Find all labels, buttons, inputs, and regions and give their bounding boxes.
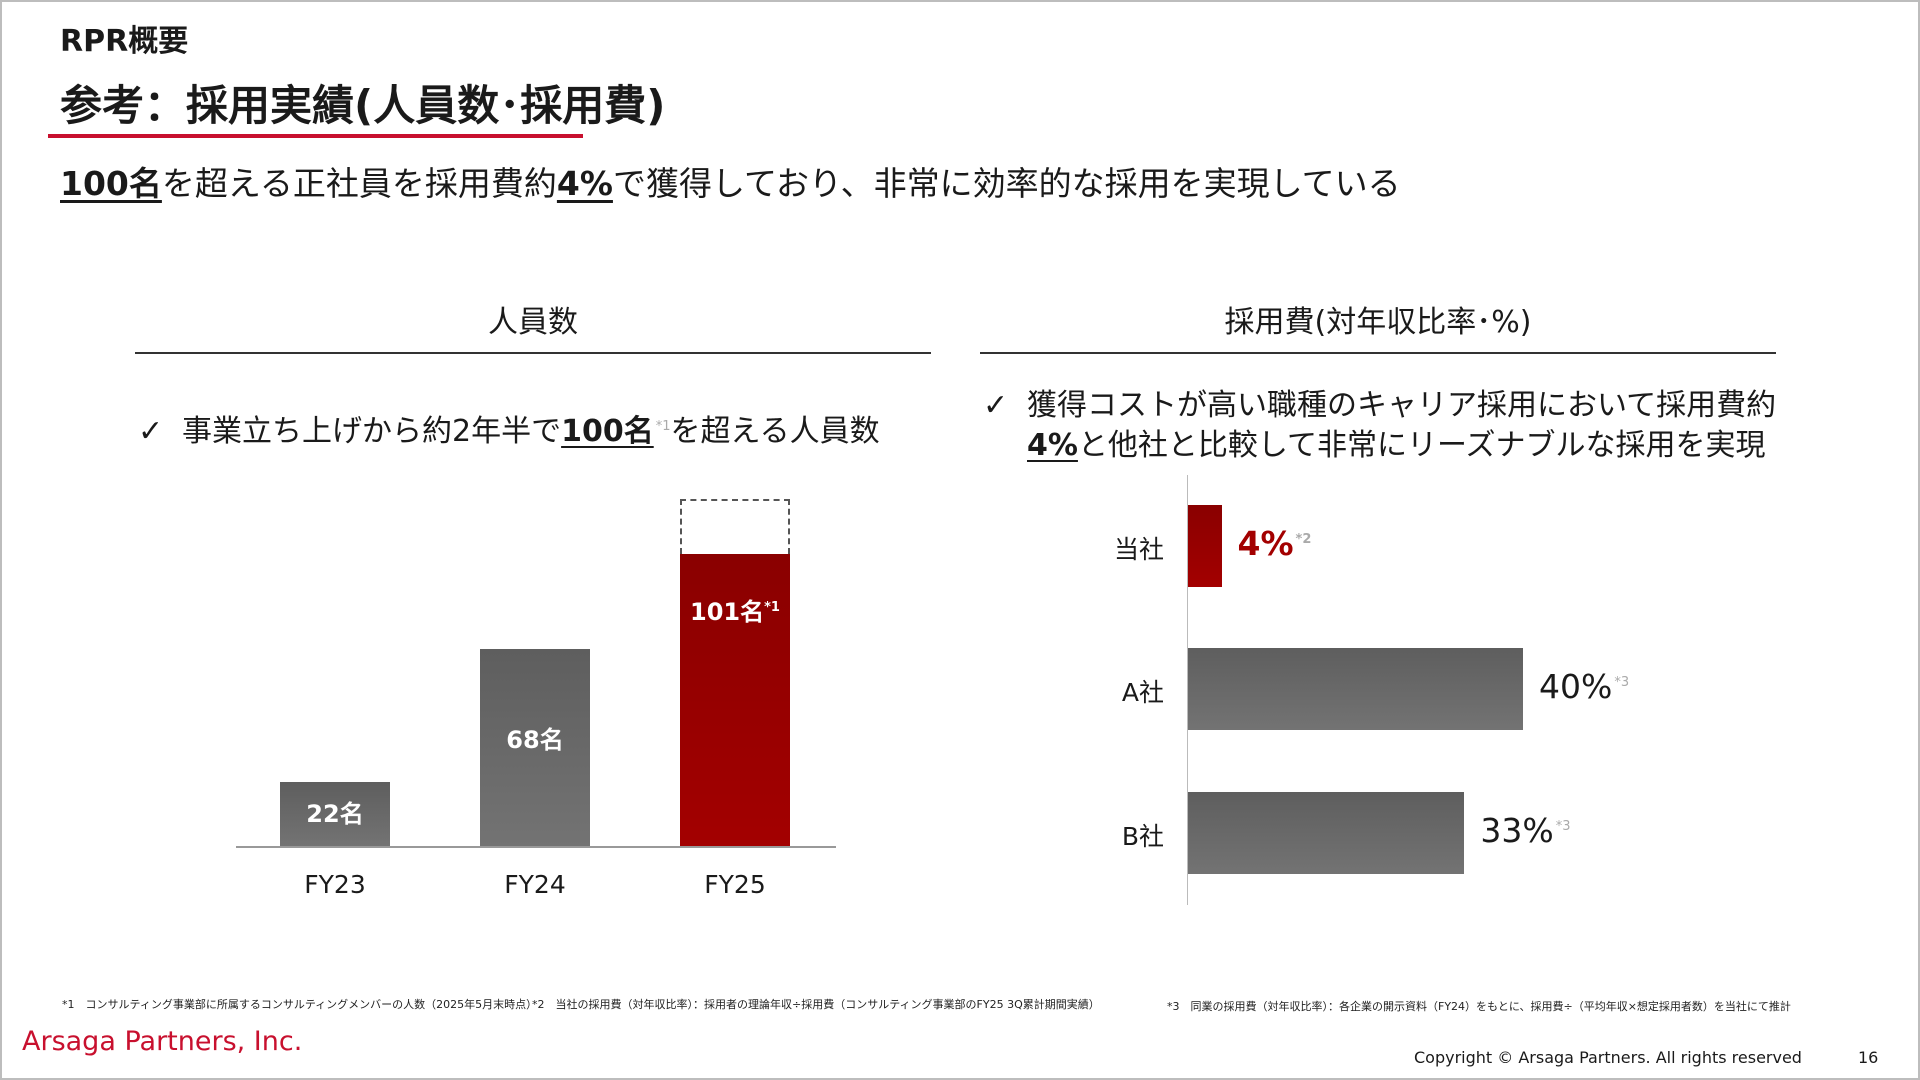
- left-bullet-text-1: 事業立ち上げから約2年半で: [182, 414, 562, 449]
- bar-fy23: [280, 782, 390, 846]
- hbar-competitor-1: [1188, 648, 1523, 730]
- right-panel-bullet: ✓ 獲得コストが高い職種のキャリア採用において採用費約 4%と他社と比較して非常にリ…: [983, 386, 1776, 466]
- title-underline: [48, 134, 583, 138]
- hbar-competitor-2: [1188, 792, 1465, 874]
- footnote-3: *3 同業の採用費（対年収比率）：各企業の開示資料（FY24）をもとに、採用費÷…: [1167, 1000, 1791, 1013]
- left-bullet-text-2: を超える人員数: [670, 414, 880, 449]
- value-note: *3: [1614, 675, 1630, 690]
- value-label-1: 40% *3: [1539, 667, 1630, 706]
- subtitle-highlight-count: 100名: [60, 164, 162, 203]
- footnote-1: *1 コンサルティング事業部に所属するコンサルティングメンバーの人数（2025年…: [62, 998, 538, 1011]
- value-label-2: 33% *3: [1480, 811, 1571, 850]
- chart-baseline: [236, 846, 836, 848]
- subtitle-text-1: を超える正社員を採用費約: [161, 164, 557, 203]
- bar-value-fy23: 22名: [306, 800, 364, 829]
- x-tick-fy24: FY24: [504, 870, 566, 899]
- subtitle: 100名を超える正社員を採用費約4%で獲得しており、非常に効率的な採用を実現して…: [60, 157, 1401, 205]
- check-icon: ✓: [983, 388, 1009, 423]
- category-label-2: B社: [1121, 822, 1164, 851]
- right-bullet-text-1: 獲得コストが高い職種のキャリア採用において採用費約: [1027, 388, 1777, 423]
- right-bullet-text-2: と他社と比較して非常にリーズナブルな採用を実現: [1077, 428, 1766, 463]
- value-note: *3: [1555, 819, 1571, 834]
- right-panel-rule: [980, 352, 1776, 354]
- right-panel-heading: 採用費(対年収比率･%): [1224, 305, 1532, 340]
- bar-fy24: [480, 649, 590, 846]
- x-tick-fy23: FY23: [304, 870, 366, 899]
- bar-value-fy24: 68名: [506, 725, 564, 754]
- subtitle-highlight-percent: 4%: [556, 164, 613, 203]
- left-panel-bullet: ✓ 事業立ち上げから約2年半で100名 *1を超える人員数: [138, 406, 880, 450]
- category-label-1: A社: [1121, 678, 1164, 707]
- copyright: Copyright © Arsaga Partners. All rights …: [1414, 1048, 1802, 1067]
- chart-axis: [1187, 475, 1188, 905]
- right-bullet-highlight: 4%: [1027, 428, 1078, 463]
- hbar-own: [1188, 505, 1222, 587]
- left-bullet-highlight: 100名: [561, 414, 654, 449]
- target-outline: [680, 499, 790, 554]
- check-icon: ✓: [138, 414, 164, 449]
- value-label-0: 4% *2: [1237, 524, 1312, 563]
- left-panel-rule: [135, 352, 931, 354]
- page-title: 参考：採用実績(人員数･採用費): [60, 81, 666, 130]
- footnote-2: *2 当社の採用費（対年収比率）：採用者の理論年収÷採用費（コンサルティング事業…: [532, 998, 1100, 1011]
- page-number: 16: [1858, 1048, 1879, 1067]
- bar-value-fy25: 101名*1: [690, 597, 780, 626]
- subtitle-text-2: で獲得しており、非常に効率的な採用を実現している: [612, 164, 1401, 203]
- bar-note: *1: [764, 599, 780, 615]
- x-tick-fy25: FY25: [704, 870, 766, 899]
- value-note: *2: [1295, 532, 1312, 547]
- left-bullet-note: *1: [655, 419, 671, 434]
- company-logo-text: Arsaga Partners, Inc.: [22, 1026, 303, 1057]
- section-label: RPR概要: [60, 24, 189, 59]
- left-panel-heading: 人員数: [488, 305, 578, 340]
- bar-fy25: [680, 553, 790, 846]
- category-label-0: 当社: [1113, 535, 1164, 564]
